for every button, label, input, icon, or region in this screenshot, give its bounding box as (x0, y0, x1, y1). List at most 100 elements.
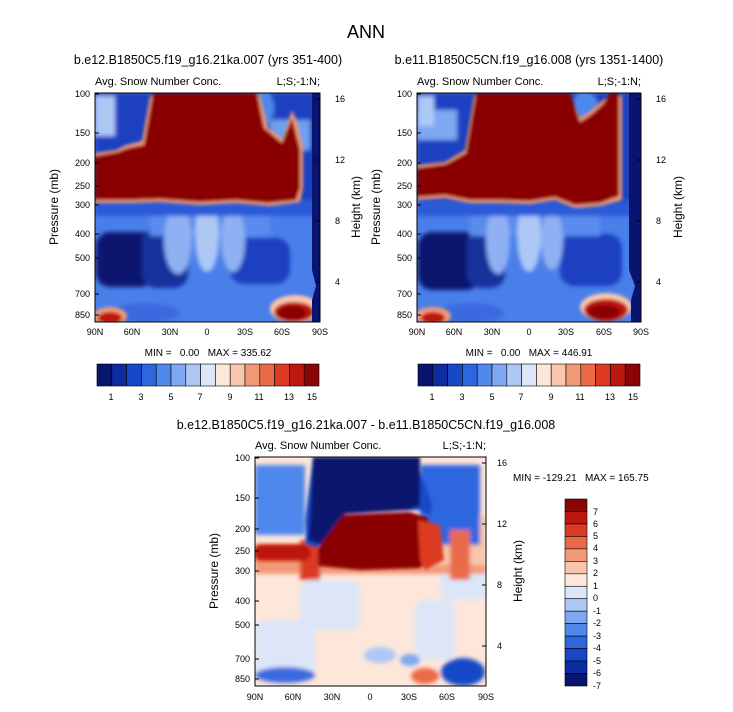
colorbar-swatch (185, 363, 201, 387)
colorbar-swatch (506, 363, 522, 387)
panel-2-xtick: 90N (409, 327, 426, 337)
colorbar-swatch (564, 548, 588, 562)
colorbar-swatch (564, 523, 588, 537)
panel-2-cbar-label: 3 (459, 392, 464, 402)
panel-2-y2tick: 16 (656, 94, 666, 104)
panel-1-y2tick: 12 (335, 155, 345, 165)
panel-2-cbar-label: 15 (628, 392, 638, 402)
panel-2-y2tick: 8 (656, 216, 661, 226)
colorbar-swatch (564, 673, 588, 687)
panel-1-ytick: 250 (75, 181, 90, 191)
panel-2-cbar-label: 11 (575, 392, 584, 402)
colorbar-swatch (624, 363, 641, 387)
panel-2-xtick: 60S (596, 327, 612, 337)
colorbar-swatch (564, 573, 588, 587)
colorbar-swatch (96, 363, 113, 387)
colorbar-swatch (550, 363, 567, 387)
panel-1-cbar-label: 13 (284, 392, 294, 402)
colorbar-swatch (580, 363, 596, 387)
panel-3-right-label: L;S;-1:N; (443, 440, 486, 452)
panel-3-cbar-label: -6 (593, 668, 601, 678)
panel-3-y2tick: 8 (497, 580, 502, 590)
panel-3-y-ticks: 100 150 200 250 300 400 500 700 850 (235, 453, 250, 684)
panel-3-cbar-label: -2 (593, 618, 601, 628)
panel-2-right-label: L;S;-1:N; (598, 76, 641, 88)
colorbar-swatch (200, 363, 216, 387)
panel-2-ytick: 200 (397, 158, 412, 168)
panel-2-y2-axis-label: Height (km) (671, 176, 685, 238)
colorbar-swatch (564, 635, 588, 649)
panel-3-cbar-label: -7 (593, 681, 601, 691)
panel-2-ytick: 850 (397, 310, 412, 320)
colorbar-swatch (170, 363, 187, 387)
panel-1-ytick: 400 (75, 229, 90, 239)
panel-1-ytick: 850 (75, 310, 90, 320)
panel-2-ytick: 700 (397, 289, 412, 299)
panel-1-y2tick: 16 (335, 94, 345, 104)
panel-3-cbar-label: 6 (593, 519, 598, 529)
panel-3-xtick: 90N (247, 692, 264, 702)
panel-2-cbar-label: 1 (429, 392, 434, 402)
colorbar-swatch (259, 363, 275, 387)
colorbar-swatch (244, 363, 261, 387)
panel-2-field (417, 93, 641, 322)
colorbar-swatch (564, 561, 588, 575)
panel-1-left-label: Avg. Snow Number Conc. (95, 76, 221, 88)
panel-3-xtick: 30S (401, 692, 417, 702)
colorbar-swatch (274, 363, 290, 387)
panel-2-y2tick: 4 (656, 277, 661, 287)
panel-1-ytick: 150 (75, 128, 90, 138)
panel-2-title: b.e11.B1850C5CN.f19_g16.008 (yrs 1351-14… (395, 53, 664, 67)
colorbar-swatch (462, 363, 478, 387)
colorbar-swatch (564, 623, 588, 637)
colorbar-swatch (564, 585, 588, 600)
panel-3-y2-axis-label: Height (km) (511, 540, 525, 602)
colorbar-swatch (476, 363, 493, 387)
colorbar-swatch (155, 363, 172, 387)
panel-1-xtick: 90S (312, 327, 328, 337)
colorbar-swatch (229, 363, 246, 387)
panel-2-y-ticks: 100 150 200 250 300 400 500 700 850 (397, 89, 412, 320)
panel-1-xtick: 30N (162, 327, 179, 337)
colorbar-swatch (111, 363, 127, 387)
panel-1-right-label: L;S;-1:N; (277, 76, 320, 88)
panel-3-cbar-label: -1 (593, 606, 601, 616)
panel-1-xtick: 30S (237, 327, 253, 337)
panel-3-cbar-label: 3 (593, 556, 598, 566)
panel-3-ytick: 100 (235, 453, 250, 463)
colorbar-swatch (141, 363, 157, 387)
panel-3-y-axis-label: Pressure (mb) (207, 533, 221, 609)
colorbar-swatch (564, 511, 588, 525)
panel-3-left-label: Avg. Snow Number Conc. (255, 440, 381, 452)
panel-2-y2tick: 12 (656, 155, 666, 165)
colorbar-swatch (564, 536, 588, 550)
panel-1-ytick: 100 (75, 89, 90, 99)
colorbar-swatch (595, 363, 611, 387)
panel-1-x-ticks: 90N 60N 30N 0 30S 60S 90S (87, 327, 328, 337)
panel-1-xtick: 90N (87, 327, 104, 337)
panel-1-y2tick: 8 (335, 216, 340, 226)
colorbar-swatch (289, 363, 305, 387)
colorbar-swatch (564, 498, 588, 512)
panel-1-cbar-label: 9 (227, 392, 232, 402)
panel-3-ytick: 300 (235, 566, 250, 576)
colorbar-swatch (491, 363, 508, 387)
panel-1-cbar-label: 5 (168, 392, 173, 402)
panel-3-ytick: 150 (235, 493, 250, 503)
panel-1-xtick: 0 (204, 327, 209, 337)
colorbar-swatch (565, 363, 582, 387)
panel-3-colorbar: 7 6 5 4 3 2 1 0 -1 -2 -3 -4 -5 -6 -7 (564, 498, 601, 691)
panel-3-ytick: 500 (235, 620, 250, 630)
panel-3-stats: MIN = -129.21 MAX = 165.75 (513, 473, 649, 484)
colorbar-swatch (610, 363, 626, 387)
panel-1-y2tick: 4 (335, 277, 340, 287)
panel-1-cbar-label: 15 (307, 392, 317, 402)
panel-3-y2tick: 4 (497, 641, 502, 651)
panel-2-xtick: 30S (558, 327, 574, 337)
panel-3-cbar-label: 1 (593, 581, 598, 591)
panel-3-xtick: 60N (285, 692, 302, 702)
colorbar-swatch (447, 363, 463, 387)
colorbar-swatch (215, 363, 231, 387)
panel-3-x-ticks: 90N 60N 30N 0 30S 60S 90S (247, 692, 494, 702)
